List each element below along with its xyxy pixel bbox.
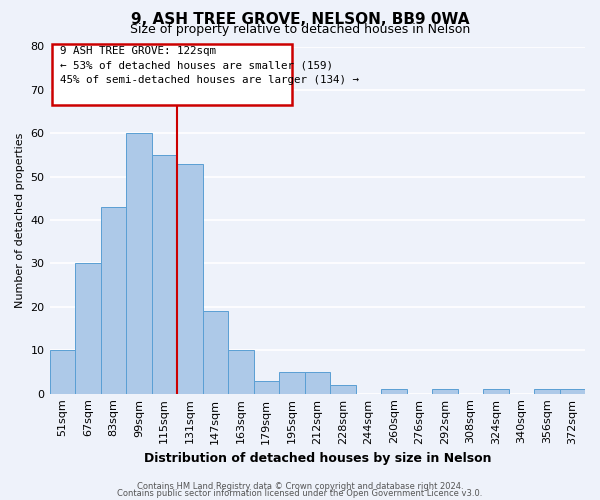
Bar — [483, 390, 509, 394]
X-axis label: Distribution of detached houses by size in Nelson: Distribution of detached houses by size … — [143, 452, 491, 465]
FancyBboxPatch shape — [52, 44, 292, 105]
Text: Size of property relative to detached houses in Nelson: Size of property relative to detached ho… — [130, 22, 470, 36]
Bar — [534, 390, 560, 394]
Text: Contains HM Land Registry data © Crown copyright and database right 2024.: Contains HM Land Registry data © Crown c… — [137, 482, 463, 491]
Text: 9, ASH TREE GROVE, NELSON, BB9 0WA: 9, ASH TREE GROVE, NELSON, BB9 0WA — [131, 12, 469, 28]
Bar — [75, 264, 101, 394]
Bar — [381, 390, 407, 394]
Bar — [101, 207, 126, 394]
Bar — [279, 372, 305, 394]
Text: 9 ASH TREE GROVE: 122sqm
← 53% of detached houses are smaller (159)
45% of semi-: 9 ASH TREE GROVE: 122sqm ← 53% of detach… — [60, 46, 359, 86]
Bar — [305, 372, 330, 394]
Bar — [177, 164, 203, 394]
Bar — [50, 350, 75, 394]
Bar — [126, 134, 152, 394]
Bar — [432, 390, 458, 394]
Bar — [228, 350, 254, 394]
Bar — [152, 155, 177, 394]
Bar — [330, 385, 356, 394]
Y-axis label: Number of detached properties: Number of detached properties — [15, 132, 25, 308]
Text: Contains public sector information licensed under the Open Government Licence v3: Contains public sector information licen… — [118, 490, 482, 498]
Bar — [560, 390, 585, 394]
Bar — [203, 311, 228, 394]
Bar — [254, 380, 279, 394]
